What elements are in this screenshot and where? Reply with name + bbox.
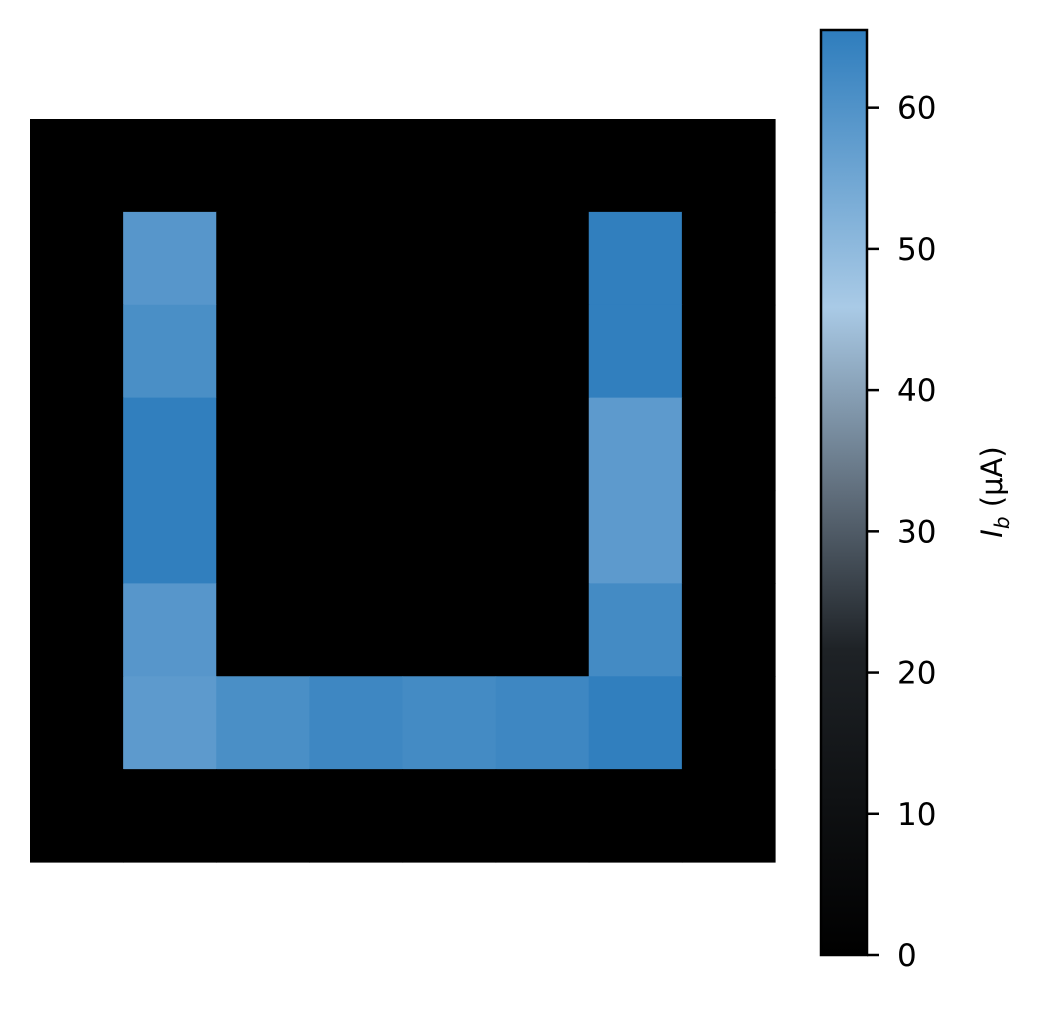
heatmap-cell-r2-c3 xyxy=(309,304,404,399)
heatmap-cell-r3-c7 xyxy=(681,397,776,492)
heatmap-cell-r2-c2 xyxy=(216,304,310,399)
heatmap-cell-r5-c2 xyxy=(216,583,310,677)
heatmap-cell-r1-c4 xyxy=(402,211,497,306)
heatmap-cell-r1-c3 xyxy=(309,211,404,306)
heatmap-grid xyxy=(30,119,776,863)
heatmap-cell-r0-c2 xyxy=(216,119,310,213)
heatmap-cell-r0-c5 xyxy=(495,119,590,213)
heatmap-cell-r5-c4 xyxy=(402,583,497,677)
colorbar-tick-label: 60 xyxy=(897,91,936,127)
colorbar-frame xyxy=(819,28,869,957)
colorbar-ticks: 0 10 20 30 40 50 60 xyxy=(867,91,936,974)
heatmap-cell-r3-c3 xyxy=(309,397,404,492)
heatmap-cell-r6-c4 xyxy=(402,676,497,770)
heatmap-cell-r5-c3 xyxy=(309,583,404,677)
colorbar-label-subscript: b xyxy=(990,516,1014,529)
heatmap-cell-r7-c5 xyxy=(495,769,590,863)
colorbar-tick-label: 20 xyxy=(897,656,936,692)
colorbar: 0 10 20 30 40 50 60 Ib (μA) xyxy=(819,28,1014,974)
heatmap-cell-r2-c4 xyxy=(402,304,497,399)
heatmap-cell-r4-c2 xyxy=(216,490,310,584)
heatmap-cell-r2-c5 xyxy=(495,304,590,399)
colorbar-tick-label: 10 xyxy=(897,797,936,833)
heatmap-cell-r1-c2 xyxy=(216,211,310,306)
heatmap-cell-r4-c1 xyxy=(123,490,217,584)
heatmap-cell-r7-c1 xyxy=(123,769,217,863)
heatmap-cell-r4-c5 xyxy=(495,490,590,584)
colorbar-tick-label: 30 xyxy=(897,514,936,550)
heatmap-cell-r0-c6 xyxy=(588,119,683,213)
heatmap-cell-r1-c5 xyxy=(495,211,590,306)
heatmap-cell-r4-c7 xyxy=(681,490,776,584)
heatmap-cell-r0-c7 xyxy=(681,119,776,213)
heatmap-cell-r3-c4 xyxy=(402,397,497,492)
heatmap-cell-r0-c3 xyxy=(309,119,404,213)
heatmap-cell-r7-c6 xyxy=(588,769,683,863)
heatmap-cell-r0-c1 xyxy=(123,119,217,213)
colorbar-label-unit: (μA) xyxy=(975,446,1009,516)
heatmap-cell-r7-c4 xyxy=(402,769,497,863)
heatmap-cell-r1-c6 xyxy=(588,211,683,306)
heatmap-cell-r0-c0 xyxy=(30,119,124,213)
heatmap-cell-r5-c7 xyxy=(681,583,776,677)
colorbar-gradient xyxy=(821,30,867,955)
heatmap-cell-r4-c0 xyxy=(30,490,124,584)
colorbar-tick-label: 50 xyxy=(897,232,936,268)
heatmap-cell-r7-c0 xyxy=(30,769,124,863)
heatmap-cell-r3-c1 xyxy=(123,397,217,492)
heatmap-cell-r3-c2 xyxy=(216,397,310,492)
colorbar-label-main: I xyxy=(975,529,1009,538)
heatmap-cell-r5-c6 xyxy=(588,583,683,677)
heatmap-cell-r4-c3 xyxy=(309,490,404,584)
heatmap-cell-r5-c5 xyxy=(495,583,590,677)
heatmap-cell-r1-c7 xyxy=(681,211,776,306)
heatmap-cell-r2-c6 xyxy=(588,304,683,399)
heatmap-cell-r6-c1 xyxy=(123,676,217,770)
heatmap-cell-r3-c0 xyxy=(30,397,124,492)
colorbar-tick-label: 0 xyxy=(897,938,917,974)
heatmap-cell-r6-c0 xyxy=(30,676,124,770)
heatmap-cell-r4-c6 xyxy=(588,490,683,584)
heatmap-cell-r6-c6 xyxy=(588,676,683,770)
heatmap-cell-r7-c2 xyxy=(216,769,310,863)
heatmap-cell-r2-c0 xyxy=(30,304,124,399)
heatmap-cell-r4-c4 xyxy=(402,490,497,584)
heatmap-cell-r3-c5 xyxy=(495,397,590,492)
heatmap-cell-r1-c1 xyxy=(123,211,217,306)
heatmap-cell-r1-c0 xyxy=(30,211,124,306)
heatmap-cell-r2-c1 xyxy=(123,304,217,399)
heatmap-cell-r2-c7 xyxy=(681,304,776,399)
heatmap-cell-r7-c7 xyxy=(681,769,776,863)
heatmap-cell-r0-c4 xyxy=(402,119,497,213)
heatmap-cell-r3-c6 xyxy=(588,397,683,492)
heatmap-cell-r6-c5 xyxy=(495,676,590,770)
colorbar-tick-label: 40 xyxy=(897,373,936,409)
heatmap-cell-r7-c3 xyxy=(309,769,404,863)
heatmap-cell-r5-c1 xyxy=(123,583,217,677)
heatmap-cell-r5-c0 xyxy=(30,583,124,677)
heatmap-cell-r6-c2 xyxy=(216,676,310,770)
colorbar-label: Ib (μA) xyxy=(975,446,1014,537)
heatmap-cell-r6-c3 xyxy=(309,676,404,770)
heatmap-cell-r6-c7 xyxy=(681,676,776,770)
